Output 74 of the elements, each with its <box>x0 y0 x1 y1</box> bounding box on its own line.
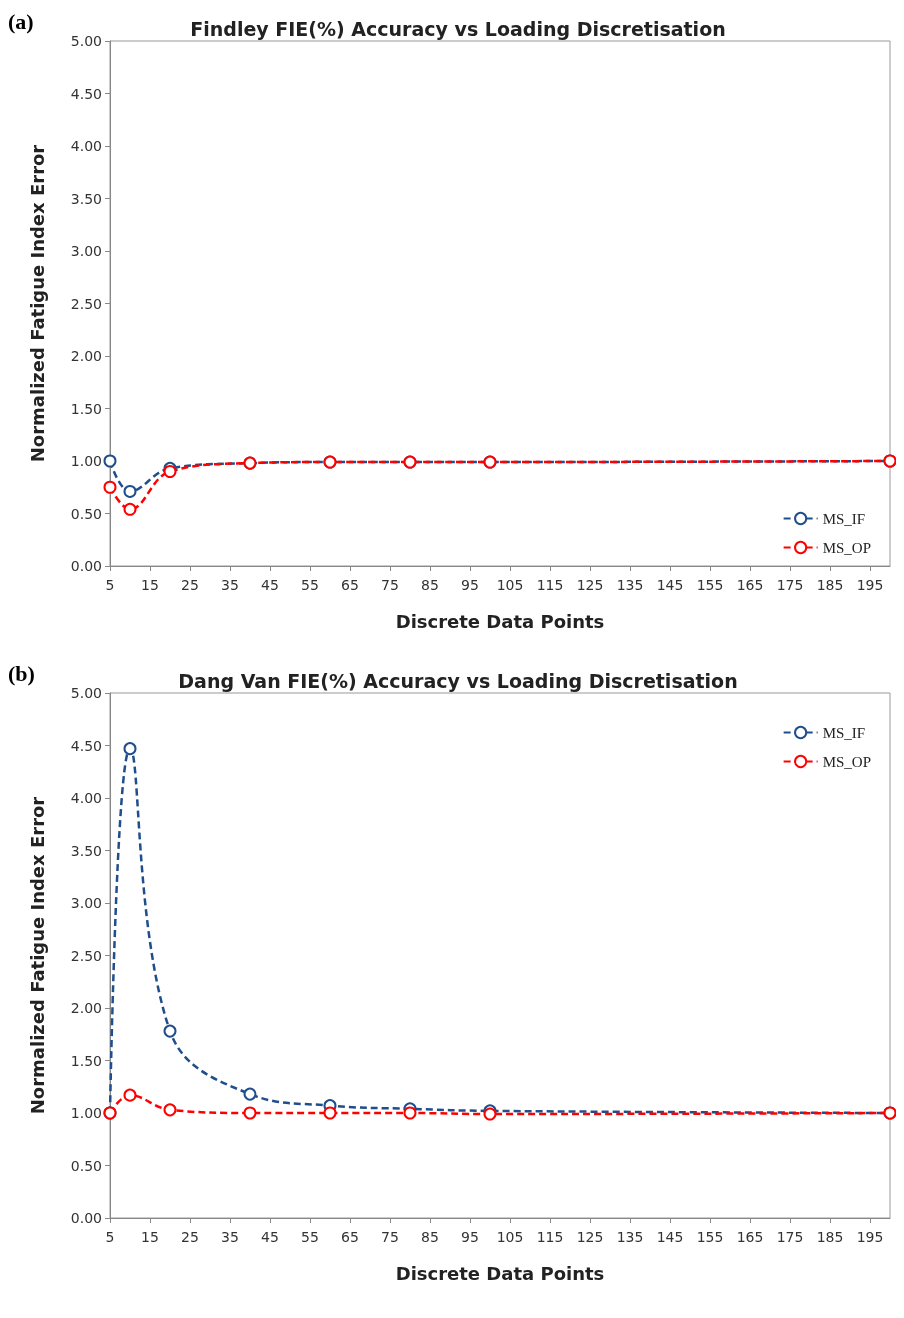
legend-label: MS_OP <box>822 539 871 556</box>
y-tick-label: 1.00 <box>70 1105 102 1121</box>
y-tick-label: 4.50 <box>70 85 102 102</box>
x-tick-label: 165 <box>736 1229 764 1245</box>
x-tick-label: 185 <box>816 1229 844 1245</box>
x-tick-label: 5 <box>105 577 115 593</box>
x-tick-label: 125 <box>576 577 604 593</box>
y-tick-label: 0.50 <box>70 505 102 522</box>
x-tick-label: 105 <box>496 1229 524 1245</box>
x-tick-label: 115 <box>536 1229 564 1245</box>
y-tick-label: 2.00 <box>70 348 102 364</box>
y-tick-label: 4.50 <box>70 737 102 754</box>
x-tick-label: 195 <box>856 1229 884 1245</box>
y-axis-title: Normalized Fatigue Index Error <box>26 796 48 1115</box>
x-tick-label: 65 <box>341 1229 359 1245</box>
y-tick-label: 3.50 <box>70 190 102 207</box>
y-tick-label: 2.00 <box>70 1000 102 1016</box>
x-tick-label: 145 <box>656 577 684 593</box>
x-axis-title: Discrete Data Points <box>395 1262 605 1284</box>
legend-label: MS_IF <box>822 510 866 527</box>
y-tick-label: 4.00 <box>70 138 102 154</box>
x-tick-label: 155 <box>696 577 724 593</box>
x-tick-label: 115 <box>536 577 564 593</box>
text: (b) <box>8 660 35 686</box>
x-tick-label: 65 <box>341 577 359 593</box>
x-tick-label: 85 <box>421 577 439 593</box>
x-tick-label: 95 <box>461 577 479 593</box>
legend-label: MS_OP <box>822 753 871 770</box>
x-tick-label: 175 <box>776 1229 804 1245</box>
y-tick-label: 1.00 <box>70 453 102 469</box>
x-tick-label: 165 <box>736 577 764 593</box>
y-tick-label: 5.00 <box>70 33 102 49</box>
x-tick-label: 125 <box>576 1229 604 1245</box>
y-tick-label: 1.50 <box>70 400 102 417</box>
y-tick-label: 2.50 <box>70 295 102 312</box>
x-axis-title: Discrete Data Points <box>395 610 605 632</box>
x-tick-label: 5 <box>105 1229 115 1245</box>
x-tick-label: 85 <box>421 1229 439 1245</box>
x-tick-label: 15 <box>141 1229 159 1245</box>
y-tick-label: 2.50 <box>70 947 102 964</box>
chart-title: Findley FIE(%) Accuracy vs Loading Discretisation <box>190 17 726 40</box>
y-tick-label: 3.00 <box>70 895 102 911</box>
x-tick-label: 55 <box>301 577 319 593</box>
x-tick-label: 95 <box>461 1229 479 1245</box>
text: (a) <box>8 8 34 34</box>
x-tick-label: 185 <box>816 577 844 593</box>
x-tick-label: 105 <box>496 577 524 593</box>
x-tick-label: 15 <box>141 577 159 593</box>
y-tick-label: 0.00 <box>70 558 102 574</box>
x-tick-label: 75 <box>381 1229 399 1245</box>
y-tick-label: 3.00 <box>70 243 102 259</box>
y-tick-label: 4.00 <box>70 790 102 806</box>
x-tick-label: 45 <box>261 1229 279 1245</box>
x-tick-label: 195 <box>856 577 884 593</box>
x-tick-label: 135 <box>616 577 644 593</box>
x-tick-label: 35 <box>221 577 239 593</box>
x-tick-label: 35 <box>221 1229 239 1245</box>
y-axis-title: Normalized Fatigue Index Error <box>26 144 48 463</box>
chart-title: Dang Van FIE(%) Accuracy vs Loading Discretisation <box>178 669 738 692</box>
x-tick-label: 25 <box>181 577 199 593</box>
x-tick-label: 75 <box>381 577 399 593</box>
y-tick-label: 0.00 <box>70 1210 102 1226</box>
y-tick-label: 5.00 <box>70 685 102 701</box>
x-tick-label: 135 <box>616 1229 644 1245</box>
y-tick-label: 0.50 <box>70 1157 102 1174</box>
x-tick-label: 25 <box>181 1229 199 1245</box>
x-tick-label: 45 <box>261 577 279 593</box>
legend-label: MS_IF <box>822 724 866 741</box>
y-tick-label: 1.50 <box>70 1052 102 1069</box>
x-tick-label: 175 <box>776 577 804 593</box>
y-tick-label: 3.50 <box>70 842 102 859</box>
x-tick-label: 145 <box>656 1229 684 1245</box>
x-tick-label: 55 <box>301 1229 319 1245</box>
x-tick-label: 155 <box>696 1229 724 1245</box>
